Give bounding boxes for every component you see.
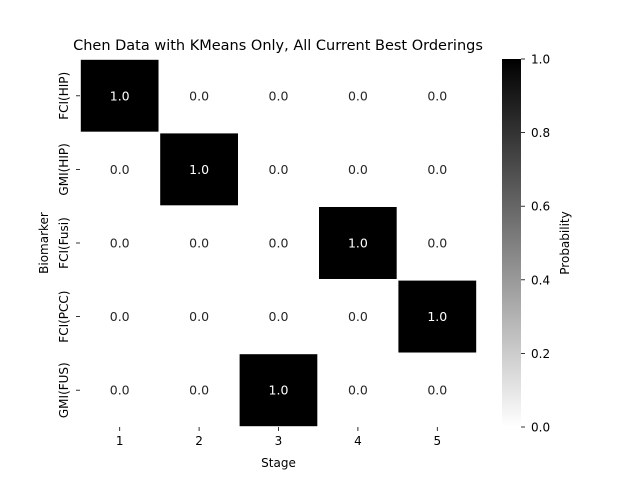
heatmap-cell [317,205,399,281]
cell-value-label: 0.0 [427,236,447,251]
heatmap-cell [396,205,478,281]
colorbar-tick-label: 0.8 [531,126,550,140]
colorbar [502,59,521,427]
y-tick-label: FCI(PCC) [57,291,71,343]
heatmap-cell [79,58,161,134]
x-tick-label: 1 [116,434,124,448]
y-tick-label: FCI(HIP) [57,72,71,120]
cell-value-label: 0.0 [269,309,289,324]
cell-value-label: 0.0 [348,88,368,103]
heatmap-cell [158,205,240,281]
colorbar-gradient [502,59,521,427]
cell-value-label: 0.0 [348,162,368,177]
heatmap-cell [79,278,161,355]
cell-value-label: 1.0 [110,88,130,103]
y-tick-label: GMI(FUS) [57,362,71,418]
heatmap-cell [396,352,478,428]
heatmap-cell [238,352,320,428]
cell-value-label: 0.0 [427,162,447,177]
heatmap-cell [238,131,320,208]
cell-value-label: 1.0 [427,309,447,324]
heatmap-cell [317,131,399,208]
heatmap-cell [238,205,320,281]
x-tick-label: 4 [354,434,362,448]
heatmap-cell [79,352,161,428]
cell-value-label: 0.0 [189,88,209,103]
cell-value-label: 0.0 [189,309,209,324]
y-axis-label: Biomarker [37,212,51,274]
heatmap-cell [238,278,320,355]
heatmap-cell [317,278,399,355]
cell-value-label: 0.0 [189,236,209,251]
heatmap-cell [396,278,478,355]
y-axis: FCI(HIP) GMI(HIP) FCI(Fusi) FCI(PCC) GMI(FUS… [57,72,80,418]
cell-value-label: 0.0 [110,162,130,177]
cell-value-label: 0.0 [110,236,130,251]
cell-value-label: 1.0 [348,236,368,251]
x-tick-label: 2 [195,434,203,448]
cell-value-label: 1.0 [189,162,209,177]
cell-value-label: 0.0 [189,383,209,398]
x-tick-label: 3 [275,434,283,448]
y-tick-label: FCI(Fusi) [57,217,71,269]
cell-value-label: 0.0 [269,236,289,251]
heatmap-cell [238,58,320,134]
cell-value-label: 0.0 [427,383,447,398]
cell-value-label: 0.0 [269,162,289,177]
cell-value-label: 0.0 [348,309,368,324]
heatmap-cell [158,58,240,134]
cell-value-label: 0.0 [269,88,289,103]
heatmap-cell [158,278,240,355]
cell-value-label: 0.0 [110,309,130,324]
chart-title: Chen Data with KMeans Only, All Current … [73,38,483,54]
x-axis: 1 2 3 4 5 [116,427,441,448]
colorbar-ticks: 0.0 0.2 0.4 0.6 0.8 1.0 [521,53,550,435]
colorbar-tick-label: 0.0 [531,421,550,435]
colorbar-label: Probability [558,211,572,274]
heatmap-cell [317,352,399,428]
heatmap-cell [396,131,478,208]
x-tick-label: 5 [433,434,441,448]
cell-value-label: 1.0 [269,383,289,398]
cell-value-label: 0.0 [110,383,130,398]
heatmap-cells [79,58,478,428]
cell-value-label: 0.0 [427,88,447,103]
heatmap-cell-labels: 1.0 0.0 0.0 0.0 0.0 0.0 1.0 0.0 0.0 0.0 0.0 0.0 0.0 1… [110,88,448,397]
heatmap-cell [158,352,240,428]
colorbar-tick-label: 0.4 [531,273,550,287]
colorbar-tick-label: 0.2 [531,347,550,361]
x-axis-label: Stage [261,456,296,470]
colorbar-tick-label: 0.6 [531,200,550,214]
cell-value-label: 0.0 [348,383,368,398]
y-tick-label: GMI(HIP) [57,143,71,195]
colorbar-tick-label: 1.0 [531,53,550,67]
